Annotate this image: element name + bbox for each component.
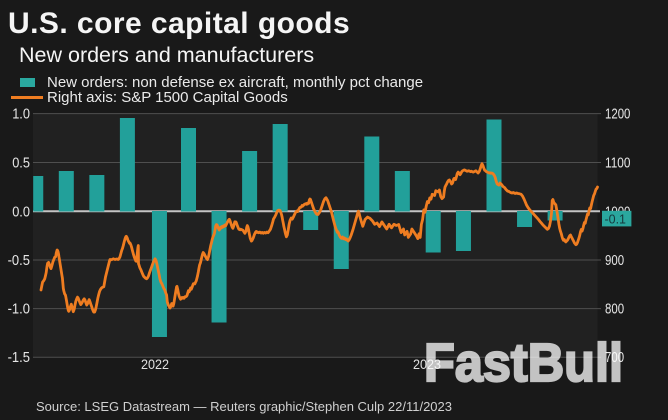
- svg-text:-0.5: -0.5: [8, 253, 30, 269]
- svg-text:0.5: 0.5: [12, 156, 30, 172]
- svg-text:1200: 1200: [605, 107, 630, 123]
- svg-text:900: 900: [605, 253, 624, 269]
- svg-text:1100: 1100: [605, 156, 630, 172]
- svg-text:800: 800: [605, 302, 624, 318]
- svg-text:-1.5: -1.5: [8, 350, 30, 366]
- svg-text:FastBull: FastBull: [424, 333, 623, 393]
- svg-text:1.0: 1.0: [12, 107, 30, 123]
- svg-text:0.0: 0.0: [12, 204, 30, 220]
- svg-text:-0.1: -0.1: [605, 212, 627, 226]
- svg-text:700: 700: [605, 350, 624, 366]
- svg-text:-1.0: -1.0: [8, 302, 30, 318]
- svg-text:2022: 2022: [141, 356, 169, 372]
- svg-text:2023: 2023: [413, 356, 441, 372]
